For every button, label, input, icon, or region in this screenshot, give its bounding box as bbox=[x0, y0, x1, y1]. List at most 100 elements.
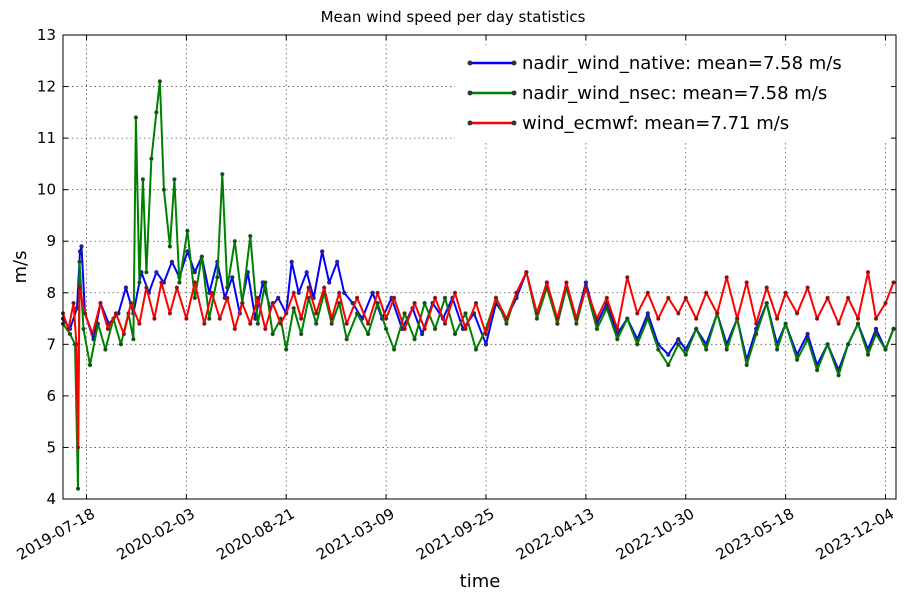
data-point bbox=[355, 295, 360, 301]
data-point bbox=[66, 326, 71, 332]
data-point bbox=[493, 295, 499, 301]
data-point bbox=[169, 259, 174, 264]
data-point bbox=[555, 316, 560, 321]
data-point bbox=[131, 337, 136, 342]
data-point bbox=[704, 290, 709, 295]
data-point bbox=[128, 301, 133, 306]
data-point bbox=[836, 321, 841, 326]
data-point bbox=[683, 295, 688, 301]
y-tick-label: 10 bbox=[37, 181, 56, 199]
legend-label: nadir_wind_native: mean=7.58 m/s bbox=[522, 53, 842, 74]
x-tick-label: 2020-02-03 bbox=[113, 505, 198, 564]
data-point bbox=[174, 285, 179, 290]
data-point bbox=[594, 326, 600, 332]
x-tick-label: 2021-03-09 bbox=[313, 505, 398, 564]
data-point bbox=[81, 326, 86, 332]
y-axis-label: m/s bbox=[10, 251, 31, 284]
data-point bbox=[185, 228, 190, 233]
data-point bbox=[814, 316, 820, 321]
data-point bbox=[783, 321, 788, 326]
data-point bbox=[635, 311, 640, 316]
data-point bbox=[299, 331, 304, 337]
data-point bbox=[306, 285, 311, 290]
data-point bbox=[225, 295, 230, 301]
data-point bbox=[270, 301, 275, 306]
data-point bbox=[744, 280, 749, 285]
data-point bbox=[635, 342, 640, 347]
data-point bbox=[666, 352, 671, 357]
y-tick-label: 13 bbox=[37, 26, 56, 44]
data-point bbox=[355, 311, 360, 316]
data-point bbox=[137, 321, 142, 326]
data-point bbox=[209, 290, 214, 295]
data-point bbox=[184, 316, 189, 321]
data-point bbox=[392, 347, 397, 352]
data-point bbox=[604, 306, 609, 311]
legend-marker bbox=[511, 90, 517, 96]
data-point bbox=[754, 321, 759, 326]
data-point bbox=[329, 321, 334, 326]
data-point bbox=[433, 295, 438, 301]
data-point bbox=[392, 295, 397, 301]
data-point bbox=[805, 331, 810, 337]
data-point bbox=[384, 316, 389, 321]
data-point bbox=[694, 326, 699, 332]
data-point bbox=[676, 311, 681, 316]
x-tick-label: 2021-09-25 bbox=[413, 505, 498, 564]
plot-frame bbox=[62, 34, 897, 500]
data-point bbox=[754, 331, 759, 337]
data-point bbox=[144, 285, 149, 290]
data-point bbox=[344, 337, 349, 342]
legend-marker bbox=[511, 60, 517, 66]
data-point bbox=[504, 321, 509, 326]
data-point bbox=[564, 280, 569, 285]
data-point bbox=[656, 347, 661, 352]
data-point bbox=[87, 362, 93, 368]
data-point bbox=[883, 347, 888, 352]
data-point bbox=[67, 331, 73, 337]
data-point bbox=[855, 321, 861, 326]
data-point bbox=[873, 316, 879, 321]
data-point bbox=[322, 285, 327, 290]
data-point bbox=[232, 239, 237, 244]
data-point bbox=[248, 321, 253, 326]
data-point bbox=[82, 311, 88, 316]
data-point bbox=[574, 321, 579, 326]
data-point bbox=[192, 270, 197, 275]
data-point bbox=[814, 368, 820, 373]
data-point bbox=[291, 290, 296, 295]
data-point bbox=[420, 331, 425, 337]
data-point bbox=[735, 316, 740, 321]
data-point bbox=[504, 316, 509, 321]
data-point bbox=[77, 259, 82, 264]
data-point bbox=[167, 244, 172, 249]
data-point bbox=[152, 316, 157, 321]
data-point bbox=[615, 326, 620, 332]
data-point bbox=[873, 331, 879, 337]
data-point bbox=[422, 301, 427, 306]
data-point bbox=[412, 337, 417, 342]
data-point bbox=[74, 342, 79, 347]
data-point bbox=[154, 270, 159, 275]
y-tick-label: 7 bbox=[46, 335, 56, 353]
legend-label: nadir_wind_nsec: mean=7.58 m/s bbox=[522, 83, 827, 104]
data-point bbox=[625, 275, 630, 280]
data-point bbox=[284, 311, 289, 316]
y-tick-label: 11 bbox=[37, 129, 56, 147]
data-point bbox=[304, 270, 309, 275]
data-point bbox=[291, 306, 296, 311]
data-point bbox=[157, 79, 162, 84]
data-point bbox=[202, 321, 207, 326]
data-point bbox=[284, 347, 289, 352]
data-point bbox=[95, 321, 101, 326]
data-point bbox=[77, 285, 82, 290]
data-point bbox=[645, 290, 650, 295]
data-point bbox=[452, 290, 458, 295]
data-point bbox=[555, 321, 560, 326]
data-point bbox=[783, 290, 788, 295]
data-point bbox=[534, 311, 540, 316]
data-point bbox=[192, 280, 197, 285]
data-point bbox=[764, 301, 769, 306]
data-point bbox=[744, 362, 749, 368]
